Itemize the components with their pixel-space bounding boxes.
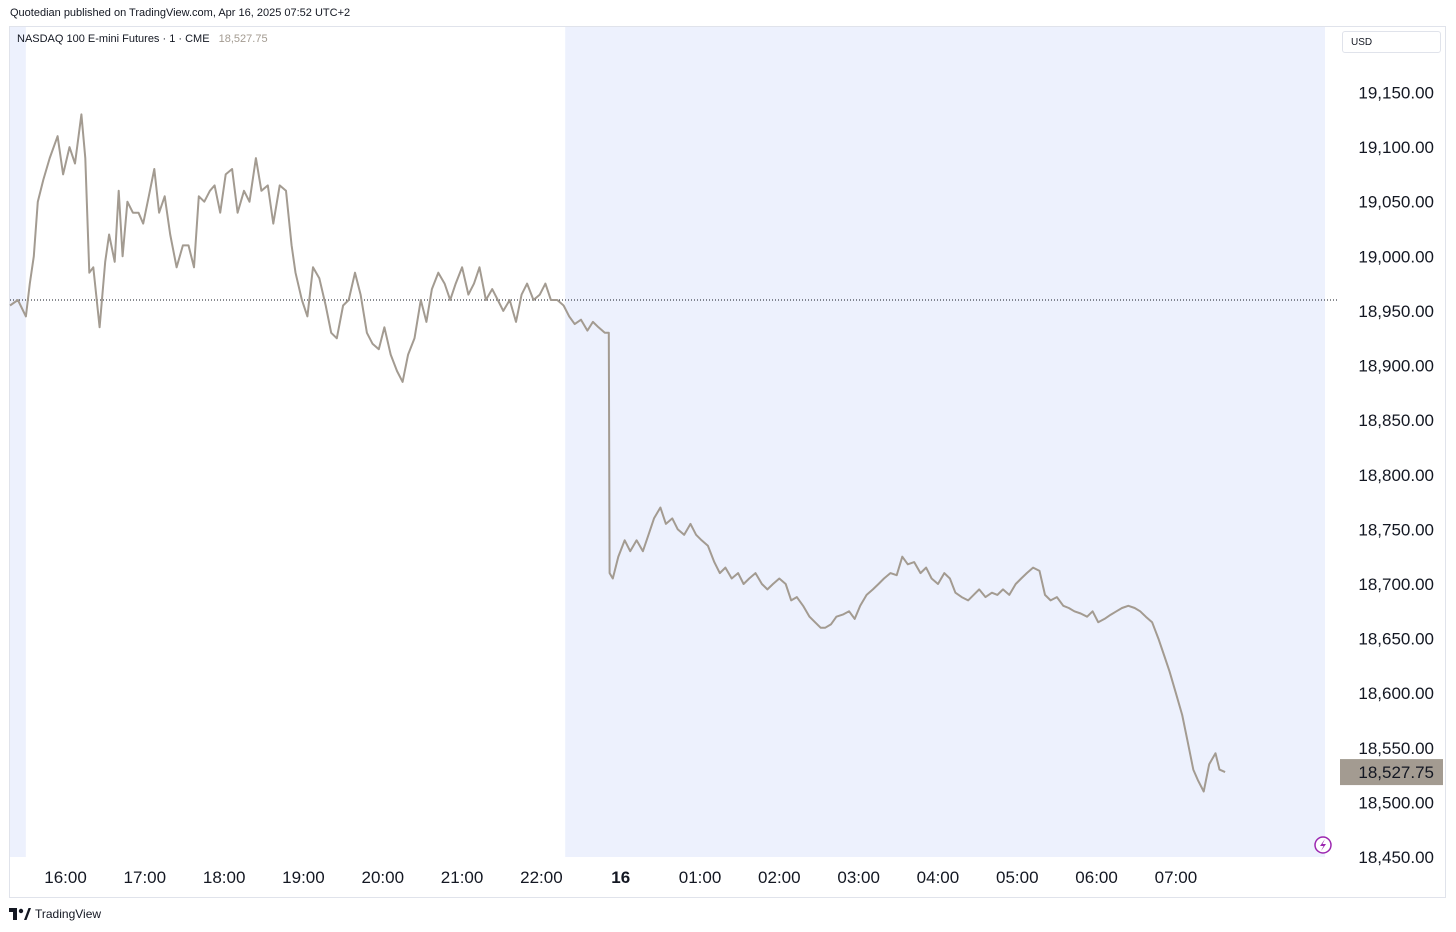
time-tick-label: 20:00: [361, 868, 404, 887]
time-tick-label: 03:00: [837, 868, 880, 887]
price-tick-label: 18,550.00: [1358, 739, 1434, 758]
publisher-caption: Quotedian published on TradingView.com, …: [10, 7, 351, 19]
price-tick-label: 18,650.00: [1358, 630, 1434, 649]
currency-button[interactable]: USD: [1342, 31, 1441, 53]
price-series-layer: [9, 113, 1226, 793]
time-tick-label: 22:00: [520, 868, 563, 887]
price-tick-label: 18,750.00: [1358, 520, 1434, 539]
lightning-circle-icon[interactable]: [1314, 836, 1332, 854]
price-tick-label: 18,700.00: [1358, 575, 1434, 594]
symbol-title: NASDAQ 100 E-mini Futures · 1 · CME: [17, 33, 210, 45]
price-tick-label: 18,900.00: [1358, 357, 1434, 376]
time-tick-label: 07:00: [1155, 868, 1198, 887]
price-tick-label: 18,950.00: [1358, 302, 1434, 321]
price-tick-label: 18,800.00: [1358, 466, 1434, 485]
time-tick-label: 05:00: [996, 868, 1039, 887]
last-price-tag-label: 18,527.75: [1358, 763, 1434, 782]
footer-brand[interactable]: TradingView: [9, 907, 101, 921]
flash-icon-bolt: [1320, 839, 1326, 851]
time-tick-label: 21:00: [441, 868, 484, 887]
price-axis: 19,150.00 19,100.00 19,050.00 19,000.00 18,9…: [1358, 84, 1434, 867]
session-shade-0: [10, 27, 26, 857]
price-tick-label: 19,050.00: [1358, 193, 1434, 212]
time-tick-label: 04:00: [917, 868, 960, 887]
price-line-series-0: [9, 113, 1226, 793]
time-tick-label: 19:00: [282, 868, 325, 887]
time-axis: 16:00 17:00 18:00 19:00 20:00 21:00 22:00 16 01:…: [44, 868, 1197, 887]
price-tick-label: 18,450.00: [1358, 848, 1434, 867]
last-price-tag: 18,527.75: [1340, 759, 1443, 786]
time-tick-label: 16: [611, 868, 630, 887]
time-tick-label: 02:00: [758, 868, 801, 887]
last-price-tag-bg: [1340, 759, 1443, 786]
time-tick-label: 18:00: [203, 868, 246, 887]
session-shade-1: [565, 27, 1325, 857]
price-tick-label: 18,850.00: [1358, 411, 1434, 430]
price-tick-label: 18,600.00: [1358, 684, 1434, 703]
time-tick-label: 01:00: [679, 868, 722, 887]
symbol-legend: NASDAQ 100 E-mini Futures · 1 · CME 18,5…: [17, 33, 268, 45]
tradingview-logo-icon: [9, 908, 31, 920]
price-tick-label: 19,150.00: [1358, 84, 1434, 103]
legend-last-value: 18,527.75: [218, 33, 268, 45]
price-tick-label: 18,500.00: [1358, 793, 1434, 812]
brand-label: TradingView: [35, 907, 102, 921]
time-tick-label: 06:00: [1075, 868, 1118, 887]
time-tick-label: 16:00: [44, 868, 87, 887]
session-shading: [10, 27, 1325, 857]
chart-frame: [9, 26, 1446, 898]
price-tick-label: 19,000.00: [1358, 247, 1434, 266]
price-tick-label: 19,100.00: [1358, 138, 1434, 157]
time-tick-label: 17:00: [124, 868, 167, 887]
